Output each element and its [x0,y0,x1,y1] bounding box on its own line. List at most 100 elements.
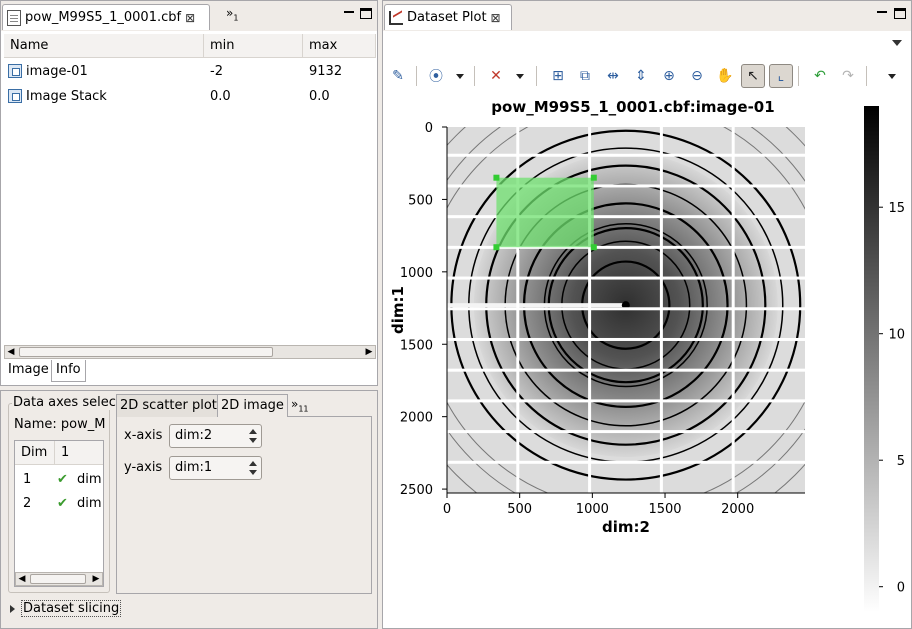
tab-image[interactable]: Image [8,362,49,377]
redo-icon[interactable]: ↷ [842,68,854,84]
spinner-icon [248,460,258,476]
zoom-in-icon[interactable]: ⊕ [663,68,675,84]
column-header-1[interactable]: 1 [55,441,103,465]
colorbar-axis: 0 5 10 15 [879,201,905,596]
roi-handle[interactable] [493,174,500,181]
x-tick-label: 1500 [648,502,681,517]
table-row[interactable]: 2 ✔ dim: [15,491,103,516]
tab-dataset-plot-label: Dataset Plot [407,10,487,25]
scroll-right-icon[interactable]: ▶ [365,347,373,357]
y-tick-label: 1500 [400,338,433,353]
scroll-right-icon[interactable]: ▶ [92,574,100,584]
pan-hand-icon[interactable]: ✋ [716,68,734,84]
zoom-box-icon[interactable]: ⧉ [580,68,590,84]
tab-file[interactable]: pow_M99S5_1_0001.cbf ⊠ [2,4,210,30]
toolbar-separator [798,66,799,86]
dataset-slicing-toggle[interactable]: Dataset slicing [10,600,122,617]
remove-trace-icon[interactable]: ✕ [490,68,502,84]
plot-type-icon[interactable]: ⦿ [429,69,443,85]
toolbar-menu-icon[interactable] [888,74,896,79]
dataset-icon [8,89,22,103]
y-tick-label: 500 [408,193,433,208]
x-axis-select[interactable]: dim:2 [169,424,262,448]
colorbar-tick-label: 0 [897,581,905,596]
table-row[interactable]: 1 ✔ dim: [15,467,103,492]
x-axis-value: dim:2 [175,428,213,443]
axis-autoscale-icon[interactable]: ⊞ [552,68,564,84]
gridline-horizontal [447,368,805,372]
row-max: 9132 [309,64,343,79]
dims-horizontal-scrollbar[interactable]: ◀ ▶ [15,572,103,586]
minimize-button[interactable] [343,7,355,18]
remove-trace-dropdown-icon[interactable] [516,74,524,79]
tab-info[interactable]: Info [51,360,86,382]
maximize-button[interactable] [360,8,372,19]
gridline-vertical [659,127,663,493]
plot-canvas[interactable]: pow_M99S5_1_0001.cbf:image-01 0 500 1000 15… [383,92,911,628]
roi-handle[interactable] [590,174,597,181]
spinner-icon [248,428,258,444]
table-row[interactable]: image-01 -2 9132 [4,59,376,84]
plot-type-dropdown-icon[interactable] [456,74,464,79]
gridline-horizontal [447,276,805,280]
zoom-out-icon[interactable]: ⊖ [691,68,703,84]
check-icon: ✔ [57,472,68,487]
minimize-button[interactable] [876,7,888,18]
scroll-thumb[interactable] [19,347,273,357]
tab-2d-scatter-plot[interactable]: 2D scatter plot [116,394,221,417]
colorbar-tick-label: 15 [888,201,905,216]
undo-icon[interactable]: ↶ [814,68,826,84]
toolbar-separator [536,66,537,86]
x-tick-label: 1000 [576,502,609,517]
diffraction-image [447,127,805,493]
gridline-horizontal [447,153,805,157]
row-dim: 2 [23,496,32,511]
column-header-min[interactable]: min [204,34,303,58]
table-horizontal-scrollbar[interactable]: ◀ ▶ [4,345,376,359]
gridline-vertical [516,127,520,493]
tab-file-label: pow_M99S5_1_0001.cbf [25,10,182,25]
maximize-button[interactable] [894,8,906,19]
tab-dataset-plot[interactable]: Dataset Plot ⊠ [384,4,512,30]
close-icon[interactable]: ⊠ [490,10,501,25]
expand-arrow-icon [10,604,15,613]
scroll-left-icon[interactable]: ◀ [18,574,26,584]
y-tick-label: 2000 [400,411,433,426]
tab-overflow[interactable]: »1 [226,6,238,22]
colorbar [864,106,879,612]
scroll-thumb[interactable] [30,574,86,584]
column-header-name[interactable]: Name [4,34,204,58]
close-icon[interactable]: ⊠ [185,10,196,25]
view-menu-icon[interactable] [892,40,902,46]
plot-tabs-overflow[interactable]: »11 [291,397,309,413]
axes-icon[interactable]: ⌞ [769,64,793,88]
row-name: image-01 [26,64,88,79]
gridline-vertical [588,127,592,493]
row-name: Image Stack [26,89,107,104]
y-axis-select[interactable]: dim:1 [169,456,262,480]
dataset-icon [8,64,22,78]
roi-handle[interactable] [493,244,500,251]
column-header-dim[interactable]: Dim [15,441,55,465]
gridline-horizontal [447,215,805,219]
gridline-vertical [731,127,735,493]
pointer-icon[interactable]: ↖ [741,64,765,88]
table-row[interactable]: Image Stack 0.0 0.0 [4,84,376,109]
roi-box[interactable] [493,174,597,251]
roi-rectangle[interactable] [496,177,594,248]
overflow-icon: » [291,397,299,411]
zoom-vertical-icon[interactable]: ⇕ [635,68,647,84]
toolbar-separator [416,66,417,86]
tab-2d-image[interactable]: 2D image [217,394,288,417]
gridline-horizontal [447,184,805,188]
overflow-icon: » [226,6,234,20]
roi-handle[interactable] [590,244,597,251]
column-header-max[interactable]: max [303,34,376,58]
chart-title: pow_M99S5_1_0001.cbf:image-01 [491,98,774,116]
scroll-left-icon[interactable]: ◀ [7,347,15,357]
dataset-table: Name min max image-01 -2 9132 Image Stac… [4,34,376,344]
plot-tab-icon [389,9,403,25]
y-axis-label: y-axis [124,460,163,475]
zoom-horizontal-icon[interactable]: ⇹ [607,68,619,84]
plot-settings-icon[interactable]: ✎ [392,68,404,84]
